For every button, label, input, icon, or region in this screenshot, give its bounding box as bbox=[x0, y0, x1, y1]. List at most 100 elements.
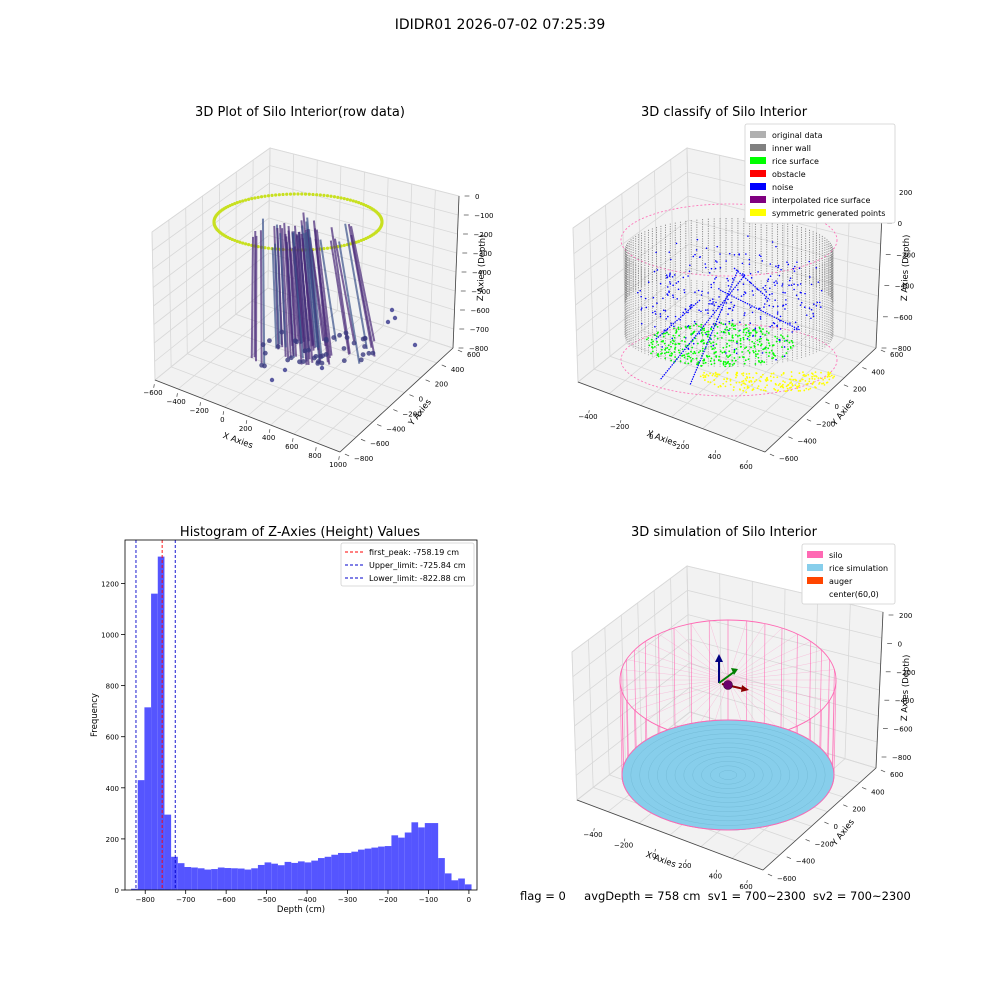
panel4-y-tick bbox=[880, 769, 886, 773]
noise-point bbox=[745, 253, 747, 255]
symmetric-point bbox=[704, 374, 706, 377]
panel1-x-tick-label: 400 bbox=[262, 434, 275, 442]
noise-point bbox=[640, 295, 642, 298]
rice-surface-point bbox=[759, 361, 762, 364]
panel1-title: 3D Plot of Silo Interior(row data) bbox=[195, 105, 405, 120]
rice-surface-point bbox=[688, 355, 690, 358]
rice-surface-point bbox=[705, 342, 708, 345]
rice-surface-point bbox=[701, 347, 704, 350]
rice-surface-point bbox=[720, 337, 723, 339]
symmetric-point bbox=[779, 386, 782, 388]
legend-swatch bbox=[807, 551, 823, 558]
legend-entry: Upper_limit: -725.84 cm bbox=[369, 561, 466, 570]
noise-point bbox=[677, 288, 680, 291]
panel1-y-tick-label: −400 bbox=[386, 425, 405, 433]
panel2-title: 3D classify of Silo Interior bbox=[641, 105, 808, 120]
rice-surface-point bbox=[713, 359, 716, 362]
symmetric-point bbox=[796, 387, 799, 390]
noise-point bbox=[698, 309, 700, 312]
panel2-y-tick-label: 0 bbox=[835, 403, 839, 411]
raw-rim-point bbox=[307, 192, 311, 196]
panel2-x-tick bbox=[683, 440, 685, 443]
noise-point bbox=[727, 279, 729, 282]
rice-surface-point bbox=[712, 341, 715, 344]
x-tick-label: −600 bbox=[217, 896, 236, 904]
noise-point bbox=[718, 321, 721, 324]
symmetric-point bbox=[778, 382, 781, 385]
noise-point bbox=[791, 331, 793, 333]
raw-rim-point bbox=[300, 192, 304, 196]
symmetric-point bbox=[761, 373, 764, 376]
symmetric-point bbox=[776, 376, 779, 379]
noise-point bbox=[673, 274, 676, 276]
sv1-readout: sv1 = 700~2300 bbox=[707, 889, 806, 903]
panel2-x-tick-label: 200 bbox=[676, 443, 689, 451]
panel2-x-tick bbox=[714, 450, 717, 453]
raw-floor-point bbox=[285, 357, 291, 363]
histogram-bar bbox=[411, 822, 419, 890]
noise-point bbox=[818, 301, 821, 304]
panel2-z-tick-label: −400 bbox=[895, 283, 914, 291]
rice-surface-point bbox=[665, 351, 668, 354]
noise-point bbox=[793, 265, 796, 268]
rice-surface-point bbox=[775, 340, 778, 343]
symmetric-point bbox=[703, 379, 706, 381]
histogram-bar bbox=[311, 860, 318, 890]
histogram-bar bbox=[464, 884, 472, 890]
panel1-x-tick-label: 1000 bbox=[329, 461, 347, 469]
raw-floor-point bbox=[360, 336, 366, 342]
rice-surface-point bbox=[736, 335, 739, 337]
silo-roof-line bbox=[727, 679, 811, 719]
rice-surface-point bbox=[681, 339, 683, 342]
noise-point bbox=[668, 291, 670, 294]
symmetric-point bbox=[746, 385, 749, 388]
raw-rim-point bbox=[235, 201, 239, 205]
rice-surface-point bbox=[734, 328, 737, 331]
panel4-x-tick bbox=[623, 838, 626, 842]
symmetric-point bbox=[780, 374, 783, 376]
noise-point bbox=[686, 325, 689, 328]
rice-grid-ring bbox=[692, 756, 764, 794]
histogram-bar bbox=[304, 862, 312, 890]
silo-wall-line bbox=[621, 669, 624, 766]
rice-surface-point bbox=[739, 339, 742, 342]
rice-surface-point bbox=[774, 354, 777, 357]
noise-point bbox=[711, 303, 714, 305]
noise-point bbox=[783, 355, 786, 357]
rice-surface-point bbox=[691, 357, 694, 360]
raw-rim-point bbox=[256, 195, 260, 199]
symmetric-point bbox=[805, 387, 808, 390]
symmetric-point bbox=[735, 376, 737, 379]
legend-swatch bbox=[750, 157, 766, 164]
rice-surface-point bbox=[745, 331, 748, 334]
rice-surface-point bbox=[689, 356, 692, 359]
rice-surface-point bbox=[677, 328, 680, 331]
rice-surface-point bbox=[695, 363, 698, 366]
silo-outline bbox=[620, 203, 838, 277]
symmetric-point bbox=[770, 379, 772, 382]
noise-point bbox=[768, 293, 771, 296]
noise-point bbox=[688, 270, 691, 273]
raw-rim-point bbox=[285, 192, 289, 196]
noise-point bbox=[712, 344, 715, 347]
rice-surface-point bbox=[728, 339, 730, 342]
noise-point bbox=[705, 266, 707, 269]
raw-floor-point bbox=[288, 355, 294, 361]
rice-surface-point bbox=[710, 345, 713, 348]
rice-surface-point bbox=[673, 340, 675, 343]
silo-roof-line bbox=[626, 679, 729, 701]
noise-point bbox=[701, 290, 703, 293]
panel1-x-tick-label: −600 bbox=[143, 389, 162, 397]
symmetric-point bbox=[775, 383, 777, 386]
symmetric-point bbox=[745, 373, 748, 375]
rice-surface-point bbox=[700, 329, 703, 331]
noise-point bbox=[728, 307, 730, 310]
noise-point bbox=[679, 319, 682, 321]
histogram-bar bbox=[137, 780, 145, 890]
symmetric-point bbox=[742, 389, 745, 392]
symmetric-point bbox=[821, 382, 823, 385]
noise-point bbox=[749, 322, 752, 324]
histogram-bar bbox=[204, 869, 212, 890]
histogram-bar bbox=[317, 858, 325, 890]
raw-rim-point bbox=[351, 199, 355, 203]
